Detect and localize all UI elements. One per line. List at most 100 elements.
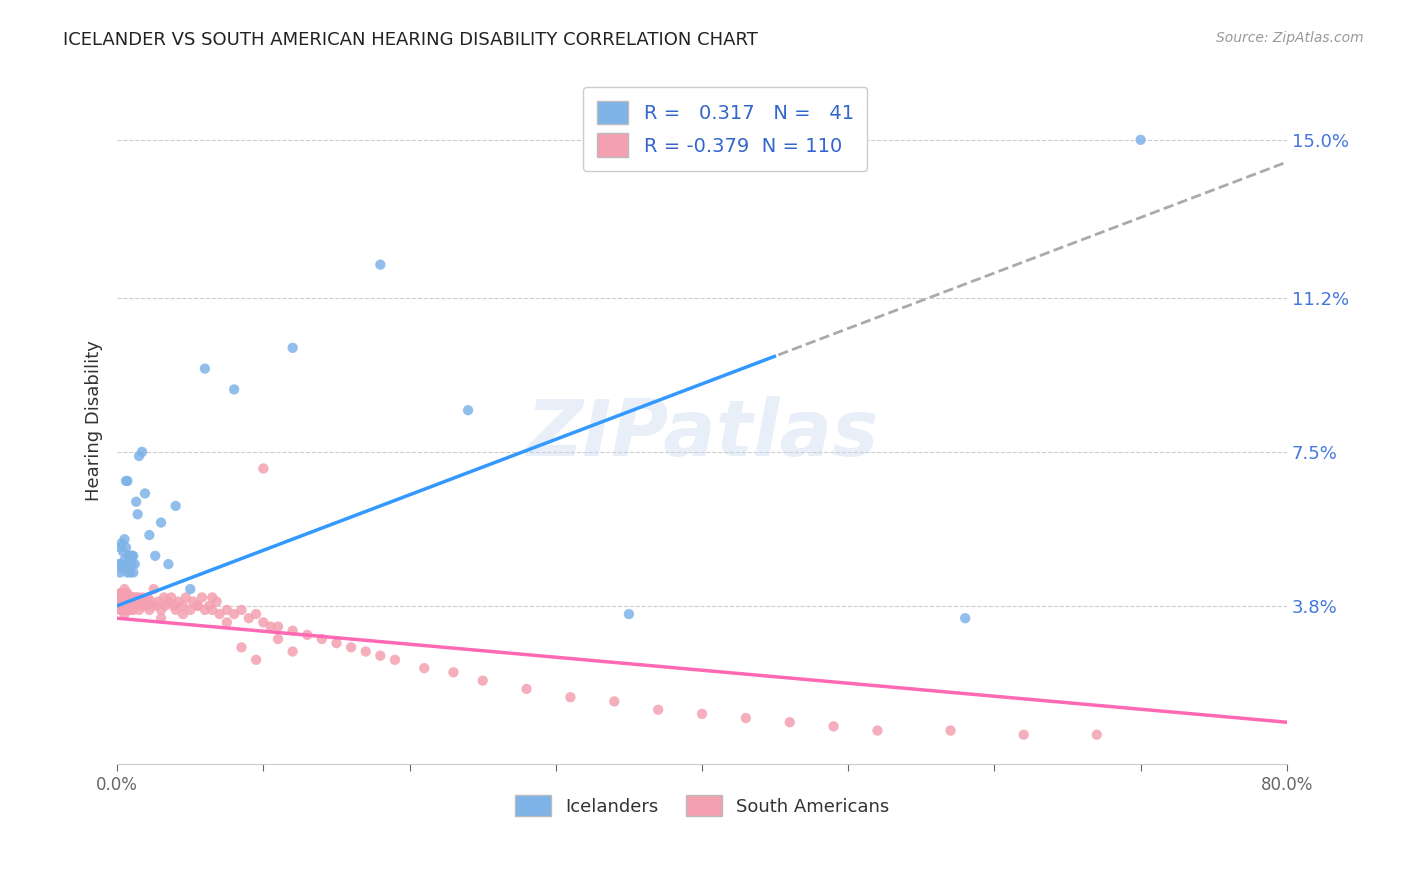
- Point: [187, 599, 209, 613]
- Point: [141, 599, 163, 613]
- Point: [114, 532, 136, 546]
- Point: [115, 599, 138, 613]
- Point: [471, 673, 494, 688]
- Point: [281, 624, 304, 638]
- Point: [138, 528, 160, 542]
- Point: [134, 486, 156, 500]
- Point: [163, 599, 186, 613]
- Point: [117, 591, 139, 605]
- Text: ICELANDER VS SOUTH AMERICAN HEARING DISABILITY CORRELATION CHART: ICELANDER VS SOUTH AMERICAN HEARING DISA…: [63, 31, 758, 49]
- Point: [117, 474, 139, 488]
- Legend: Icelanders, South Americans: Icelanders, South Americans: [508, 789, 897, 823]
- Point: [118, 591, 141, 605]
- Point: [122, 549, 145, 563]
- Point: [118, 549, 141, 563]
- Text: Source: ZipAtlas.com: Source: ZipAtlas.com: [1216, 31, 1364, 45]
- Y-axis label: Hearing Disability: Hearing Disability: [86, 340, 103, 501]
- Point: [1012, 728, 1035, 742]
- Point: [117, 599, 139, 613]
- Point: [325, 636, 347, 650]
- Point: [617, 607, 640, 621]
- Point: [866, 723, 889, 738]
- Point: [107, 591, 129, 605]
- Point: [443, 665, 465, 680]
- Point: [131, 591, 153, 605]
- Point: [115, 586, 138, 600]
- Point: [112, 544, 135, 558]
- Point: [142, 582, 165, 596]
- Point: [121, 599, 143, 613]
- Point: [112, 561, 135, 575]
- Point: [224, 383, 246, 397]
- Point: [560, 690, 582, 705]
- Point: [110, 594, 132, 608]
- Point: [134, 594, 156, 608]
- Point: [384, 653, 406, 667]
- Point: [823, 719, 845, 733]
- Point: [122, 591, 145, 605]
- Point: [117, 586, 139, 600]
- Point: [1129, 133, 1152, 147]
- Point: [150, 611, 173, 625]
- Point: [172, 599, 194, 613]
- Point: [267, 632, 290, 646]
- Point: [107, 599, 129, 613]
- Point: [114, 607, 136, 621]
- Point: [194, 603, 217, 617]
- Point: [150, 603, 173, 617]
- Point: [138, 603, 160, 617]
- Point: [125, 599, 148, 613]
- Point: [112, 591, 135, 605]
- Point: [297, 628, 319, 642]
- Point: [370, 648, 392, 663]
- Point: [172, 607, 194, 621]
- Point: [939, 723, 962, 738]
- Point: [110, 599, 132, 613]
- Point: [120, 549, 142, 563]
- Point: [112, 599, 135, 613]
- Point: [131, 445, 153, 459]
- Point: [260, 619, 283, 633]
- Point: [238, 611, 260, 625]
- Point: [115, 474, 138, 488]
- Point: [143, 549, 166, 563]
- Point: [340, 640, 363, 655]
- Point: [128, 603, 150, 617]
- Point: [108, 603, 131, 617]
- Point: [187, 599, 209, 613]
- Point: [215, 603, 238, 617]
- Point: [179, 582, 201, 596]
- Point: [115, 541, 138, 555]
- Point: [370, 258, 392, 272]
- Point: [110, 586, 132, 600]
- Point: [1085, 728, 1108, 742]
- Point: [129, 594, 152, 608]
- Point: [114, 599, 136, 613]
- Point: [150, 516, 173, 530]
- Point: [252, 615, 274, 630]
- Point: [112, 586, 135, 600]
- Point: [281, 341, 304, 355]
- Point: [108, 566, 131, 580]
- Point: [136, 591, 159, 605]
- Point: [215, 615, 238, 630]
- Point: [167, 594, 190, 608]
- Point: [132, 599, 155, 613]
- Point: [121, 591, 143, 605]
- Point: [201, 591, 224, 605]
- Point: [122, 566, 145, 580]
- Point: [252, 461, 274, 475]
- Point: [201, 603, 224, 617]
- Point: [208, 607, 231, 621]
- Point: [953, 611, 976, 625]
- Point: [118, 599, 141, 613]
- Point: [125, 494, 148, 508]
- Point: [231, 640, 253, 655]
- Point: [155, 599, 177, 613]
- Point: [121, 557, 143, 571]
- Point: [191, 591, 214, 605]
- Point: [118, 557, 141, 571]
- Point: [779, 715, 801, 730]
- Point: [125, 591, 148, 605]
- Point: [281, 644, 304, 658]
